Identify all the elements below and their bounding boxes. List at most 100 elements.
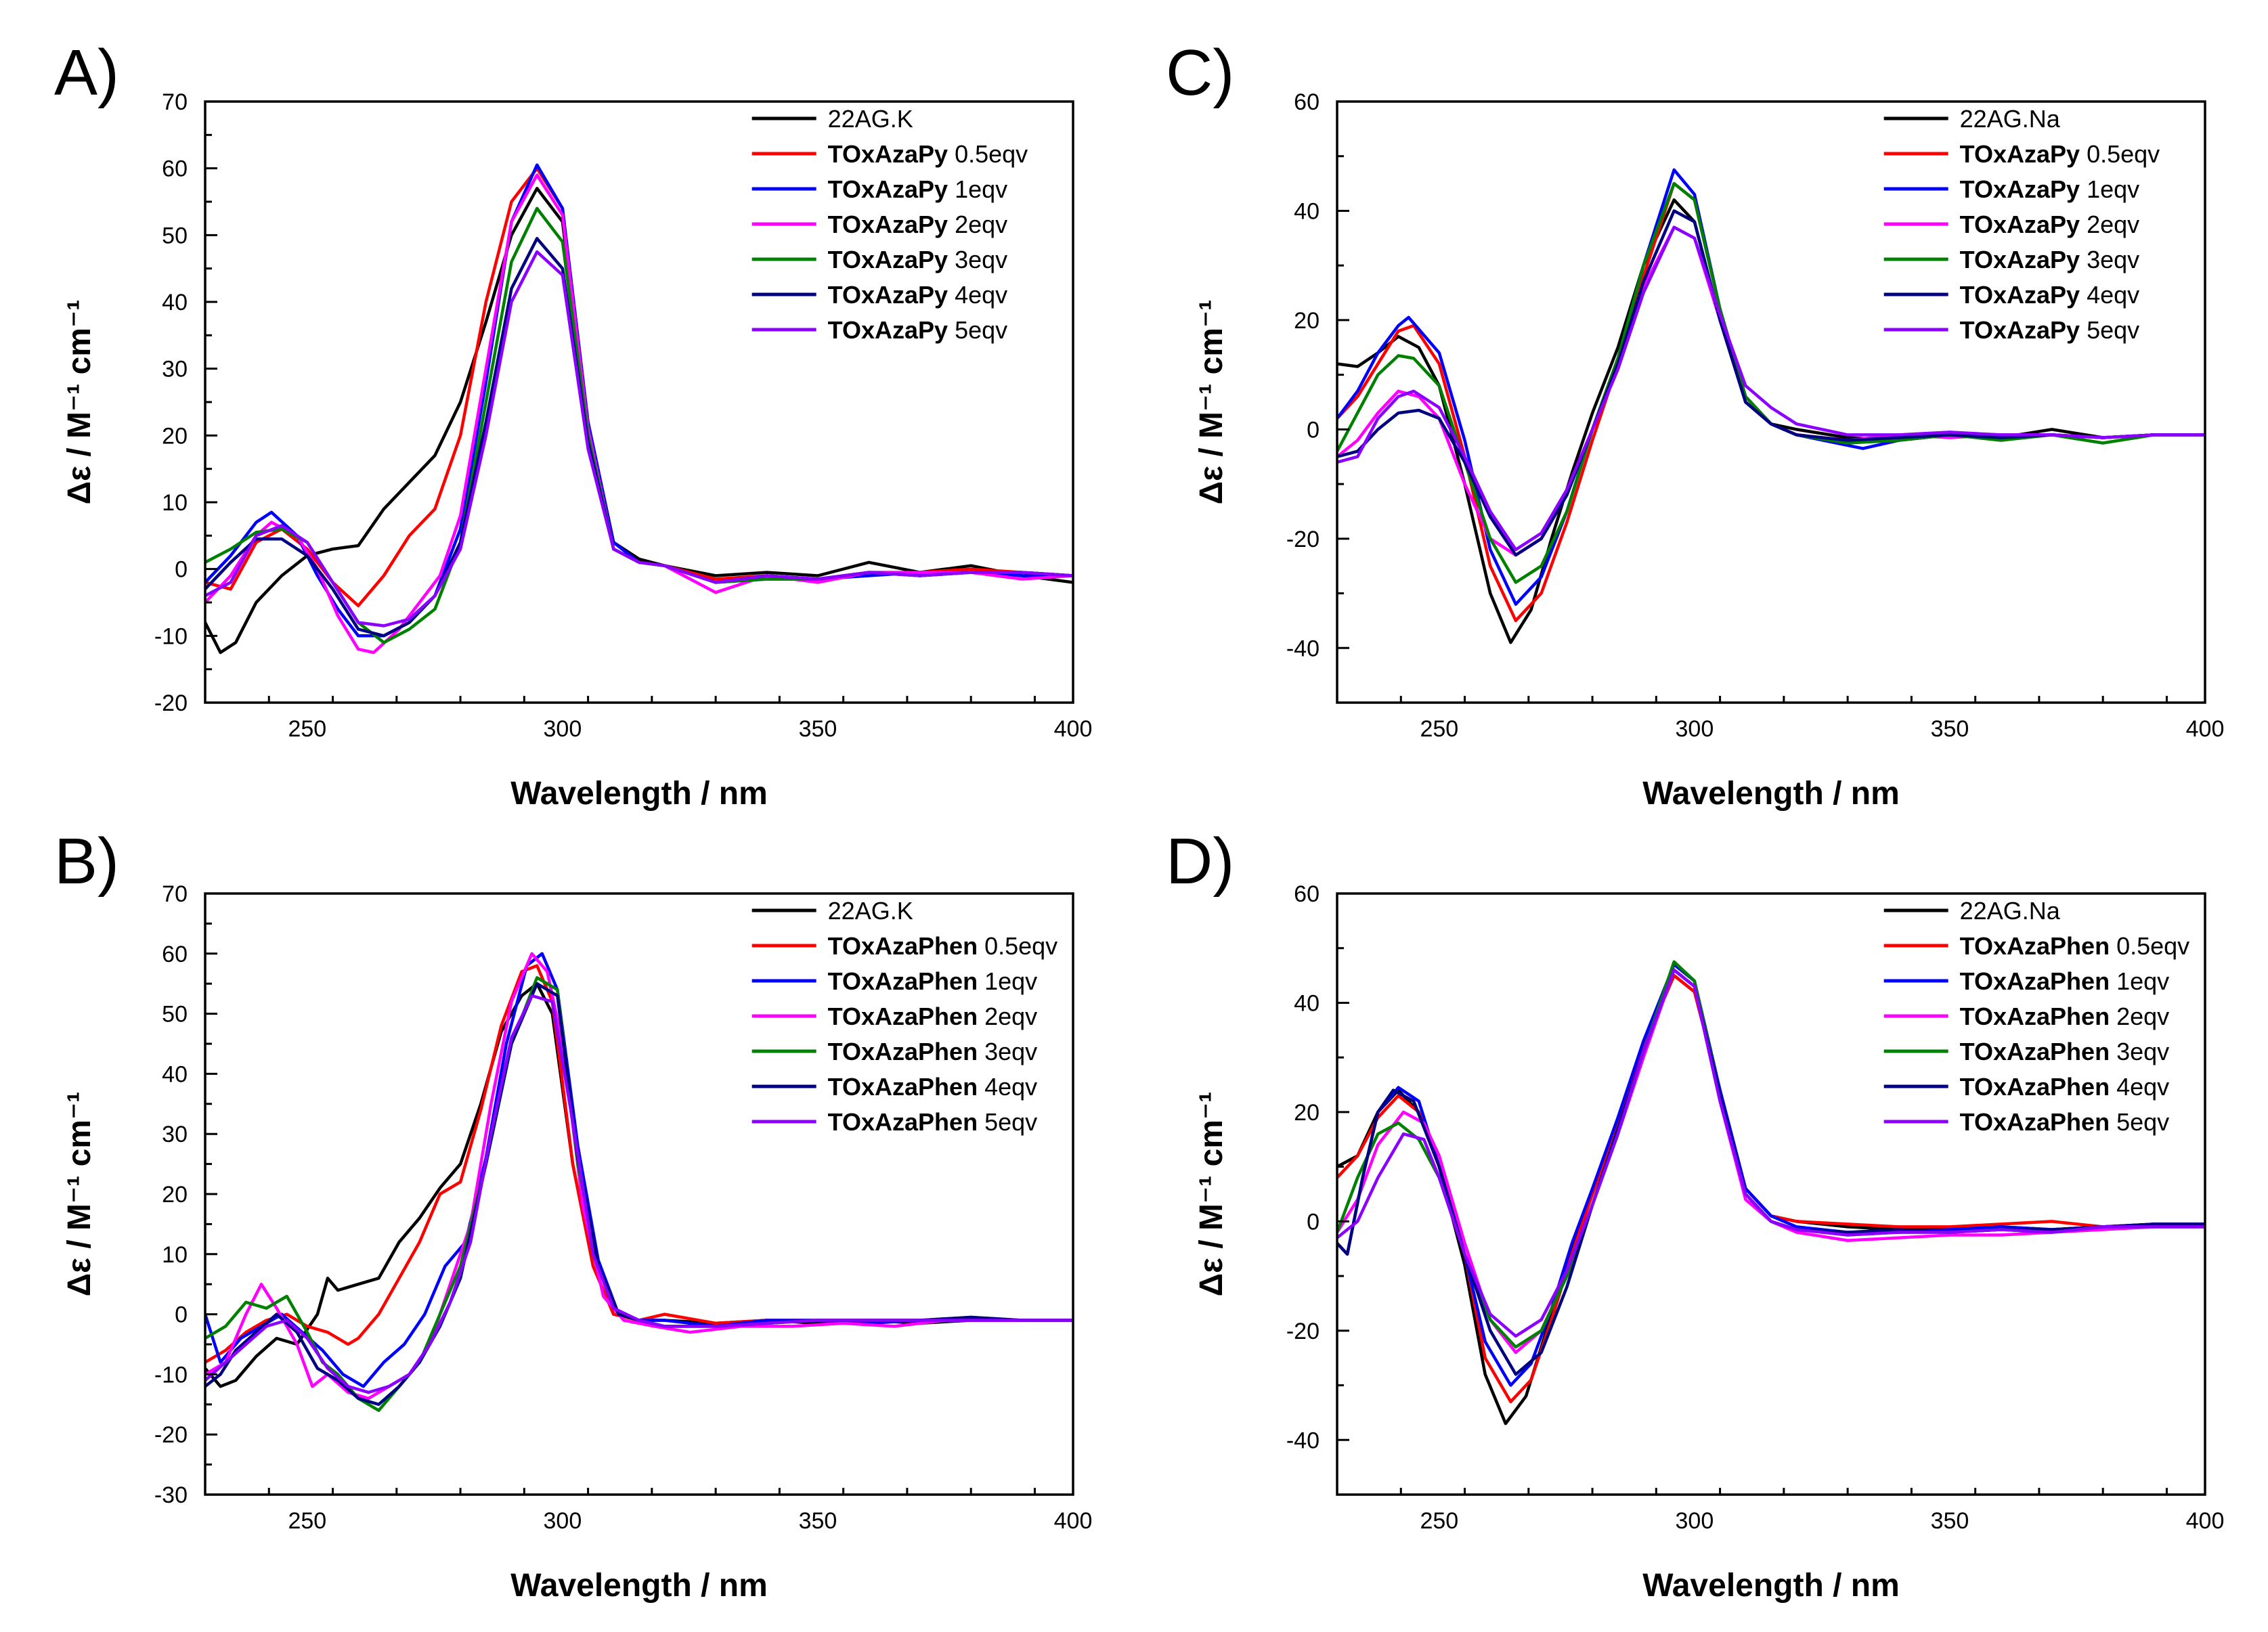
y-tick-label: 10 — [162, 1242, 188, 1268]
legend-entry-5: TOxAzaPy 4eqv — [1960, 281, 2140, 309]
y-tick-label: 20 — [1294, 1100, 1320, 1126]
x-tick-label: 350 — [799, 716, 837, 742]
series-line-4 — [205, 206, 1073, 644]
y-tick-label: -40 — [1286, 636, 1320, 661]
legend-compound-name: TOxAzaPhen — [1960, 1002, 2110, 1030]
legend-compound-name: TOxAzaPy — [1960, 211, 2080, 238]
x-axis-label: Wavelength / nm — [1642, 1568, 1900, 1604]
legend-entry-3: TOxAzaPhen 2eqv — [1960, 1002, 2169, 1030]
y-tick-label: 20 — [162, 1182, 188, 1208]
x-axis-label: Wavelength / nm — [510, 1568, 768, 1604]
legend-equivalents: 1eqv — [948, 175, 1007, 203]
legend-equivalents: 5eqv — [978, 1108, 1037, 1136]
y-tick-label: -10 — [154, 623, 188, 649]
legend-equivalents: 4eqv — [2080, 281, 2139, 309]
legend-compound-name: TOxAzaPhen — [828, 1002, 978, 1030]
plot-frame — [1336, 100, 2206, 704]
legend-entry-0: 22AG.K — [828, 897, 913, 925]
legend-compound-name: TOxAzaPhen — [828, 1073, 978, 1101]
y-tick-label: 0 — [175, 557, 188, 583]
legend-equivalents: 3eqv — [978, 1038, 1037, 1065]
y-tick-label: -10 — [154, 1362, 188, 1388]
panel-label: B) — [54, 825, 119, 898]
legend-compound-name: TOxAzaPhen — [1960, 1108, 2110, 1136]
y-tick-label: -30 — [154, 1482, 188, 1508]
legend-entry-4: TOxAzaPhen 3eqv — [828, 1038, 1037, 1065]
plot-frame — [1336, 892, 2206, 1496]
y-axis-label: Δε / M⁻¹ cm⁻¹ — [62, 1092, 97, 1297]
legend-entry-2: TOxAzaPy 1eqv — [1960, 175, 2140, 203]
legend-compound-name: TOxAzaPhen — [828, 1108, 978, 1136]
legend-sample-name: 22AG.Na — [1960, 897, 2061, 925]
legend-entry-0: 22AG.Na — [1960, 897, 2061, 925]
legend-compound-name: TOxAzaPhen — [828, 932, 978, 960]
legend-entry-2: TOxAzaPy 1eqv — [828, 175, 1008, 203]
chart-panel-c: C) 250 300 350 400 -40 -20 0 20 40 60 Wavelength / … — [1166, 37, 2224, 812]
series-group — [1337, 168, 2205, 644]
legend-entry-2: TOxAzaPhen 1eqv — [828, 967, 1037, 995]
legend-entry-0: 22AG.K — [828, 105, 913, 133]
y-tick-label: 20 — [1294, 308, 1320, 334]
y-tick-label: 30 — [162, 1122, 188, 1147]
x-tick-label: 350 — [1931, 1508, 1969, 1534]
legend-equivalents: 3eqv — [948, 246, 1007, 273]
series-group — [205, 163, 1073, 655]
x-axis-label: Wavelength / nm — [1642, 776, 1900, 812]
legend-compound-name: TOxAzaPy — [828, 175, 948, 203]
series-line-6 — [205, 994, 1073, 1394]
legend-entry-0: 22AG.Na — [1960, 105, 2061, 133]
legend-equivalents: 2eqv — [948, 211, 1007, 238]
legend-compound-name: TOxAzaPy — [828, 211, 948, 238]
series-line-5 — [1337, 209, 2205, 557]
legend-entry-1: TOxAzaPy 0.5eqv — [1960, 140, 2160, 168]
legend-entry-5: TOxAzaPy 4eqv — [828, 281, 1008, 309]
y-tick-label: -20 — [1286, 1319, 1320, 1344]
legend-entry-6: TOxAzaPy 5eqv — [828, 316, 1008, 344]
series-line-4 — [1337, 181, 2205, 584]
legend-entry-3: TOxAzaPhen 2eqv — [828, 1002, 1037, 1030]
legend-compound-name: TOxAzaPy — [828, 140, 948, 168]
legend-equivalents: 2eqv — [2110, 1002, 2169, 1030]
y-axis-label: Δε / M⁻¹ cm⁻¹ — [1194, 1092, 1229, 1297]
y-tick-label: 60 — [162, 156, 188, 182]
legend-entry-3: TOxAzaPy 2eqv — [828, 211, 1008, 238]
chart-panel-d: D) 250 300 350 400 -40 -20 0 20 40 60 Wavelength / … — [1166, 825, 2224, 1604]
panel-label: C) — [1166, 37, 1234, 109]
y-tick-label: 60 — [1294, 881, 1320, 907]
y-tick-label: 70 — [162, 89, 188, 115]
legend-equivalents: 4eqv — [948, 281, 1007, 309]
legend-compound-name: TOxAzaPy — [828, 316, 948, 344]
x-tick-label: 350 — [1931, 716, 1969, 742]
x-axis-label: Wavelength / nm — [510, 776, 768, 812]
y-axis-label: Δε / M⁻¹ cm⁻¹ — [62, 300, 97, 505]
series-line-6 — [1337, 225, 2205, 552]
x-tick-label: 300 — [1676, 716, 1714, 742]
series-line-3 — [1337, 225, 2205, 557]
x-tick-label: 250 — [1420, 716, 1458, 742]
legend-entry-4: TOxAzaPy 3eqv — [1960, 246, 2140, 273]
legend-equivalents: 4eqv — [978, 1073, 1037, 1101]
x-tick-label: 300 — [1676, 1508, 1714, 1534]
x-tick-label: 250 — [1420, 1508, 1458, 1534]
y-axis-label: Δε / M⁻¹ cm⁻¹ — [1194, 300, 1229, 505]
y-tick-label: -40 — [1286, 1428, 1320, 1453]
y-tick-label: 40 — [162, 1061, 188, 1087]
legend-entry-1: TOxAzaPy 0.5eqv — [828, 140, 1028, 168]
legend-equivalents: 0.5eqv — [978, 932, 1057, 960]
legend-entry-4: TOxAzaPy 3eqv — [828, 246, 1008, 273]
legend-equivalents: 1eqv — [2080, 175, 2139, 203]
legend-compound-name: TOxAzaPy — [1960, 175, 2080, 203]
x-tick-label: 300 — [544, 1508, 582, 1534]
legend-equivalents: 2eqv — [2080, 211, 2139, 238]
x-tick-label: 300 — [544, 716, 582, 742]
legend-compound-name: TOxAzaPhen — [1960, 1038, 2110, 1065]
x-tick-label: 250 — [288, 716, 326, 742]
series-line-5 — [1337, 968, 2205, 1376]
x-tick-label: 400 — [1054, 1508, 1093, 1534]
series-group — [1337, 960, 2205, 1426]
y-tick-label: -20 — [1286, 527, 1320, 552]
x-tick-label: 400 — [2186, 1508, 2225, 1534]
series-group — [205, 952, 1073, 1412]
legend-entry-2: TOxAzaPhen 1eqv — [1960, 967, 2169, 995]
